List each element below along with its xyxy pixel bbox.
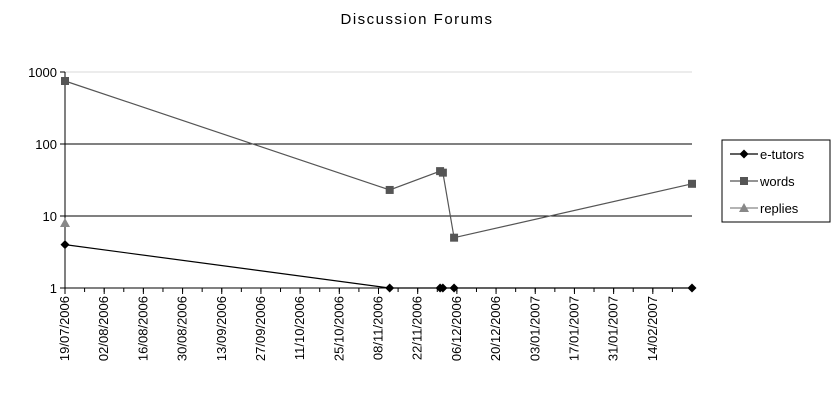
data-point-e-tutors — [449, 283, 459, 293]
x-tick-label-11-10-2006: 11/10/2006 — [292, 296, 307, 360]
data-point-words — [688, 179, 696, 188]
x-tick-label-17-01-2007: 17/01/2007 — [566, 296, 581, 361]
y-tick-label-10: 10 — [43, 209, 57, 224]
y-tick-labels: 1 10 100 1000 — [28, 65, 57, 296]
x-tick-label-20-12-2006: 20/12/2006 — [488, 296, 503, 361]
x-tick-label-08-11-2006: 08/11/2006 — [371, 296, 386, 360]
legend-label-words: words — [759, 174, 795, 189]
grid-lines — [65, 71, 692, 217]
x-tick-label-02-08-2006: 02/08/2006 — [96, 296, 111, 361]
series-line-words — [64, 80, 693, 239]
x-tick-label-16-08-2006: 16/08/2006 — [135, 296, 150, 361]
series-replies — [60, 217, 70, 227]
data-point-words — [438, 168, 447, 177]
x-tick-labels: 19/07/2006 02/08/2006 16/08/2006 30/08/2006… — [57, 296, 660, 361]
x-tick-label-27-09-2006: 27/09/2006 — [253, 296, 268, 361]
series-layer — [60, 76, 697, 293]
x-tick-label-31-01-2007: 31/01/2007 — [606, 296, 621, 361]
axes — [60, 71, 693, 294]
x-tick-label-30-08-2006: 30/08/2006 — [175, 296, 190, 361]
data-point-replies — [60, 217, 70, 227]
legend-marker-replies — [739, 203, 749, 212]
legend-marker-words — [740, 177, 748, 185]
y-tick-label-1: 1 — [50, 281, 57, 296]
y-tick-label-100: 100 — [35, 137, 57, 152]
data-point-words — [385, 185, 394, 194]
x-tick-label-22-11-2006: 22/11/2006 — [410, 296, 425, 360]
data-point-e-tutors — [687, 283, 697, 293]
series-line-e-tutors — [64, 244, 692, 289]
x-tick-label-03-01-2007: 03/01/2007 — [527, 296, 542, 361]
series-words — [61, 76, 696, 242]
legend: e-tutors words replies — [721, 139, 831, 223]
chart-title: Discussion Forums — [340, 11, 493, 28]
x-tick-label-06-12-2006: 06/12/2006 — [449, 296, 464, 361]
series-e-tutors — [60, 240, 697, 293]
x-tick-label-14-02-2007: 14/02/2007 — [645, 296, 660, 361]
y-tick-label-1000: 1000 — [28, 65, 57, 80]
data-point-e-tutors — [60, 240, 70, 250]
data-point-e-tutors — [385, 283, 395, 293]
x-tick-label-25-10-2006: 25/10/2006 — [331, 296, 346, 361]
data-point-words — [61, 76, 69, 85]
data-point-e-tutors — [438, 283, 448, 293]
data-point-words — [450, 233, 459, 242]
x-tick-label-13-09-2006: 13/09/2006 — [214, 296, 229, 361]
legend-label-e-tutors: e-tutors — [760, 147, 805, 162]
legend-marker-e-tutors — [739, 149, 749, 159]
legend-label-replies: replies — [760, 201, 799, 216]
x-tick-label-19-07-2006: 19/07/2006 — [57, 296, 72, 361]
